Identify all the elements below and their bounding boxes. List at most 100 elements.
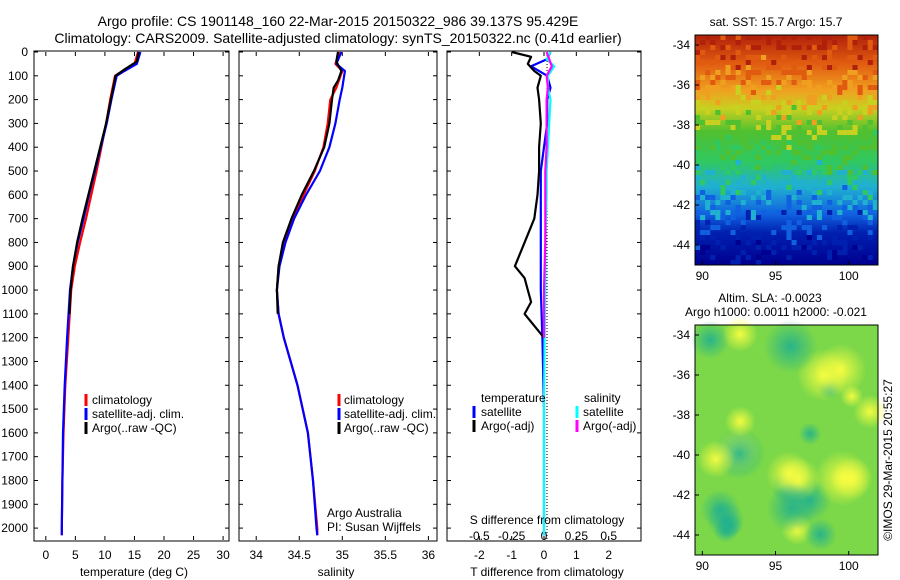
depth-tick-label: 100	[8, 69, 28, 83]
depth-tick-label: 1800	[1, 473, 28, 487]
depth-tick-label: 300	[8, 116, 28, 130]
legend-climatology: climatology	[92, 393, 152, 407]
figure-title-line2: Climatology: CARS2009. Satellite-adjuste…	[54, 30, 621, 46]
map-x-tick-label: 95	[769, 559, 783, 573]
x-tick-label: 35.5	[374, 548, 398, 562]
map-y-tick-label: -40	[673, 448, 691, 462]
map-y-tick-label: -36	[673, 368, 691, 382]
sla-map-title-1: Altim. SLA: -0.0023	[718, 291, 822, 305]
x-tick-label: 20	[157, 548, 171, 562]
figure-title-line1: Argo profile: CS 1901148_160 22-Mar-2015…	[98, 13, 579, 29]
depth-tick-label: 1500	[1, 402, 28, 416]
map-y-tick-label: -34	[673, 38, 691, 52]
institution-label: Argo Australia	[327, 506, 402, 520]
x-tick-label: 25	[187, 548, 201, 562]
difference-legend: temperature salinity satellite Argo(-adj…	[472, 391, 636, 433]
x-tick-label: -2	[474, 548, 485, 562]
sla-map-axes: 90 95 100 -34 -36 -38 -40 -42 -44	[673, 328, 859, 573]
depth-tick-label: 1300	[1, 354, 28, 368]
legend-sal-satellite: satellite	[583, 405, 624, 419]
x2-tick-label: 0	[541, 529, 548, 543]
depth-tick-label: 1100	[2, 307, 28, 321]
x-tick-label: 30	[216, 548, 230, 562]
temperature-x-axis: 0 5 10 15 20 25 30	[42, 52, 230, 562]
sst-map-axes: 90 95 100 -34 -36 -38 -40 -42 -44	[673, 38, 859, 283]
series-line	[275, 51, 346, 536]
depth-tick-label: 200	[8, 93, 28, 107]
legend-argo: Argo(..raw -QC)	[92, 421, 177, 435]
legend-temp-satellite: satellite	[481, 405, 522, 419]
map-y-tick-label: -44	[673, 238, 691, 252]
depth-tick-label: 1600	[1, 426, 28, 440]
depth-tick-label: 900	[8, 259, 28, 273]
sst-map-title: sat. SST: 15.7 Argo: 15.7	[710, 15, 843, 29]
legend-satellite: satellite-adj. clim.	[344, 407, 436, 421]
legend-satellite: satellite-adj. clim.	[92, 407, 184, 421]
sla-map-title-2: Argo h1000: 0.0011 h2000: -0.021	[685, 305, 867, 319]
salinity-legend: climatology satellite-adj. clim. Argo(..…	[337, 393, 436, 435]
map-y-tick-label: -36	[673, 78, 691, 92]
series-line	[68, 51, 140, 314]
depth-axis: 0 100 200 300 400 500 600 700 800 900 1000 1100 1200…	[1, 45, 641, 535]
credit-label: ©IMOS 29-Mar-2015 20:55:27	[881, 379, 895, 541]
depth-tick-label: 1400	[1, 378, 28, 392]
map-x-tick-label: 95	[769, 269, 783, 283]
sst-map	[694, 34, 879, 266]
depth-tick-label: 1900	[1, 497, 28, 511]
depth-tick-label: 0	[21, 45, 28, 59]
x-tick-label: 36	[422, 548, 436, 562]
map-x-tick-label: 100	[839, 269, 859, 283]
x2-tick-label: -0.25	[498, 529, 526, 543]
map-y-tick-label: -38	[673, 408, 691, 422]
series-line	[542, 51, 553, 338]
map-y-tick-label: -42	[673, 488, 691, 502]
map-y-tick-label: -38	[673, 118, 691, 132]
salinity-axis-label: salinity	[318, 565, 355, 579]
x2-tick-label: -0.5	[469, 529, 490, 543]
salinity-series	[275, 51, 346, 536]
map-y-tick-label: -42	[673, 198, 691, 212]
series-line	[542, 51, 556, 536]
map-y-tick-label: -44	[673, 528, 691, 542]
series-line	[275, 51, 343, 314]
depth-tick-label: 400	[8, 140, 28, 154]
x-tick-label: 2	[605, 548, 612, 562]
x-tick-label: 15	[128, 548, 142, 562]
salinity-panel-frame	[238, 50, 438, 542]
depth-tick-label: 1700	[1, 450, 28, 464]
x-tick-label: 10	[98, 548, 112, 562]
s-difference-title: S difference from climatology	[470, 513, 625, 527]
depth-tick-label: 600	[8, 188, 28, 202]
legend-temperature-head: temperature	[481, 391, 546, 405]
x-tick-label: 1	[573, 548, 580, 562]
sla-map	[690, 316, 887, 556]
x2-tick-label: 0.5	[600, 529, 617, 543]
difference-x-axis: -2 -1 0 1 2 -0.5 -0.25 0 0.25 0.5	[469, 52, 617, 562]
temperature-series	[60, 51, 142, 536]
series-line	[511, 50, 545, 339]
legend-argo: Argo(..raw -QC)	[344, 421, 429, 435]
map-x-tick-label: 90	[696, 269, 710, 283]
map-y-tick-label: -34	[673, 328, 691, 342]
x-tick-label: 34.5	[288, 548, 312, 562]
x-tick-label: 5	[72, 548, 79, 562]
depth-tick-label: 700	[8, 212, 28, 226]
map-x-tick-label: 100	[839, 559, 859, 573]
temperature-axis-label: temperature (deg C)	[80, 565, 188, 579]
map-y-tick-label: -40	[673, 158, 691, 172]
x-tick-label: -1	[506, 548, 517, 562]
depth-tick-label: 1000	[1, 283, 28, 297]
temperature-legend: climatology satellite-adj. clim. Argo(..…	[84, 393, 184, 435]
temperature-panel-frame	[33, 50, 230, 542]
x-tick-label: 0	[42, 548, 49, 562]
depth-tick-label: 1200	[1, 331, 28, 345]
difference-series	[511, 50, 556, 536]
legend-sal-argo: Argo(-adj)	[583, 419, 636, 433]
x-tick-label: 34	[250, 548, 264, 562]
depth-tick-label: 500	[8, 164, 28, 178]
legend-temp-argo: Argo(-adj)	[481, 419, 534, 433]
difference-axis-label: T difference from climatology	[470, 565, 624, 579]
salinity-x-axis: 34 34.5 35 35.5 36	[250, 52, 436, 562]
legend-climatology: climatology	[344, 393, 404, 407]
legend-salinity-head: salinity	[584, 391, 621, 405]
